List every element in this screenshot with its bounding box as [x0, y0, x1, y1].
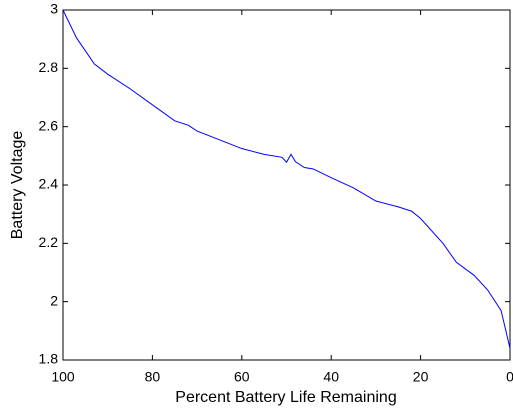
y-tick-label: 2 [50, 292, 58, 308]
y-axis-label: Battery Voltage [9, 131, 26, 240]
x-tick-label: 40 [323, 369, 339, 385]
y-tick-label: 2.2 [39, 234, 59, 250]
plot-frame [62, 9, 511, 361]
y-tick-label: 1.8 [39, 351, 59, 367]
x-tick-label: 60 [234, 369, 250, 385]
y-tick-label: 2.6 [39, 117, 59, 133]
x-tick-label: 100 [51, 369, 75, 385]
x-tick-label: 0 [506, 369, 513, 385]
y-tick-label: 3 [50, 1, 58, 17]
x-axis-label: Percent Battery Life Remaining [175, 389, 396, 406]
x-tick-label: 20 [413, 369, 429, 385]
data-line [62, 9, 511, 349]
y-tick-label: 2.8 [39, 59, 59, 75]
y-tick-label: 2.4 [39, 176, 59, 192]
x-tick-label: 80 [145, 369, 161, 385]
